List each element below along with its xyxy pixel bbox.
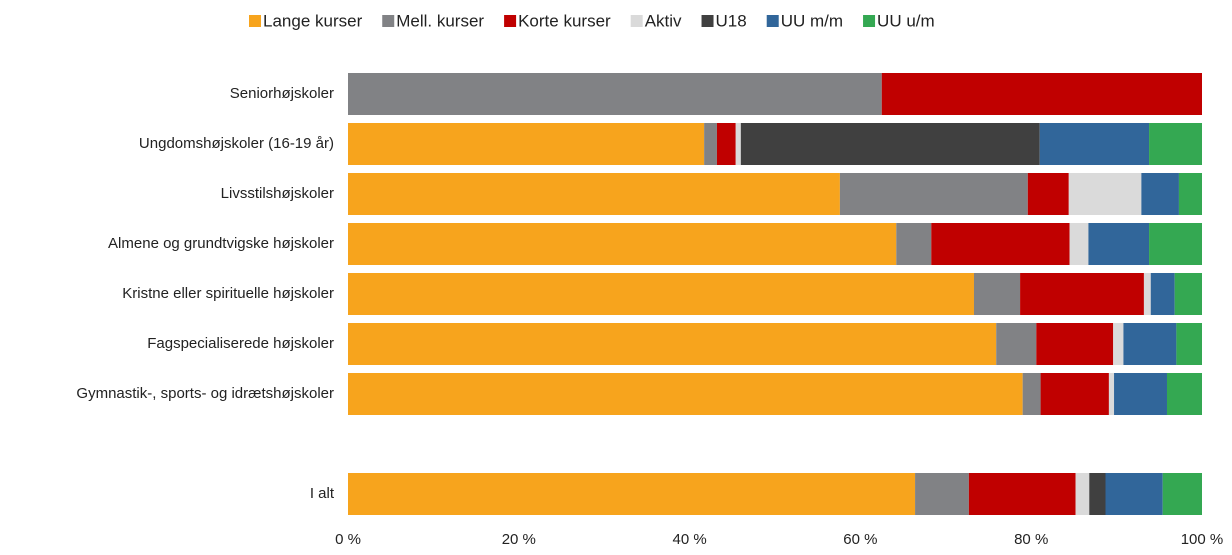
category-label: Almene og grundtvigske højskoler — [108, 235, 334, 252]
legend-label: Lange kurser — [263, 11, 363, 30]
bar-segment — [1149, 123, 1202, 165]
bar-segment — [973, 273, 1021, 315]
bar-segment — [881, 73, 1202, 115]
category-label: Gymnastik-, sports- og idrætshøjskoler — [76, 385, 334, 402]
legend-label: Aktiv — [645, 11, 682, 30]
x-tick-label: 20 % — [502, 531, 536, 548]
legend-label: Korte kurser — [518, 11, 611, 30]
legend-swatch — [382, 15, 395, 27]
x-tick-label: 60 % — [843, 531, 877, 548]
category-label: Seniorhøjskoler — [230, 85, 334, 102]
x-tick-label: 40 % — [672, 531, 706, 548]
bar-segment — [716, 123, 736, 165]
bar-segment — [1141, 173, 1179, 215]
bar-segment — [1176, 323, 1202, 365]
x-tick-label: 100 % — [1181, 531, 1224, 548]
legend-swatch — [766, 15, 779, 27]
legend-label: UU u/m — [877, 11, 935, 30]
bar-segment — [1143, 273, 1151, 315]
bar-segment — [1036, 323, 1114, 365]
bar-segment — [735, 123, 741, 165]
bar-segment — [1108, 373, 1115, 415]
bar-segment — [1088, 223, 1150, 265]
bar-segment — [1039, 123, 1150, 165]
bar-segment — [348, 123, 705, 165]
category-label: Kristne eller spirituelle højskoler — [122, 285, 334, 302]
legend-swatch — [630, 15, 643, 27]
category-label: Fagspecialiserede højskoler — [147, 335, 334, 352]
category-label: Livsstilshøjskoler — [221, 185, 334, 202]
bar-segment — [348, 73, 882, 115]
category-label: I alt — [310, 485, 335, 502]
bar-segment — [1114, 373, 1167, 415]
bar-segment — [896, 223, 932, 265]
legend-label: Mell. kurser — [396, 11, 484, 30]
bar-segment — [1113, 323, 1124, 365]
legend: Lange kurser Mell. kurser Korte kurser Akti… — [249, 11, 935, 30]
bar-segment — [348, 323, 997, 365]
bar-segment — [1020, 273, 1144, 315]
legend-swatch — [863, 15, 876, 27]
bar-segment — [1149, 223, 1202, 265]
legend-swatch — [249, 15, 261, 27]
x-tick-label: 80 % — [1014, 531, 1048, 548]
category-label: Ungdomshøjskoler (16-19 år) — [139, 135, 334, 152]
bar-segment — [1166, 373, 1202, 415]
bar-segment — [931, 223, 1070, 265]
bar-segment — [1022, 373, 1041, 415]
bar-segment — [1089, 473, 1106, 515]
bar-segment — [968, 473, 1076, 515]
bar-segment — [740, 123, 1040, 165]
bar-segment — [348, 223, 897, 265]
legend-swatch — [504, 15, 517, 27]
bar-segment — [1075, 473, 1090, 515]
legend-swatch — [701, 15, 714, 27]
bar-segment — [1174, 273, 1202, 315]
bar-segment — [1150, 273, 1175, 315]
bar-segment — [1105, 473, 1163, 515]
bar-segment — [839, 173, 1028, 215]
legend-label: U18 — [716, 11, 747, 30]
bar-segment — [996, 323, 1037, 365]
bar-segment — [1027, 173, 1069, 215]
bar-segment — [348, 173, 840, 215]
bar-segment — [1178, 173, 1202, 215]
x-tick-label: 0 % — [335, 531, 361, 548]
legend-label: UU m/m — [781, 11, 843, 30]
bar-segment — [1040, 373, 1109, 415]
bar-segment — [704, 123, 717, 165]
bar-segment — [1069, 223, 1089, 265]
bar-segment — [348, 473, 916, 515]
bar-segment — [915, 473, 969, 515]
bar-segment — [1123, 323, 1177, 365]
bar-segment — [1162, 473, 1202, 515]
bar-segment — [1068, 173, 1142, 215]
bar-segment — [348, 273, 974, 315]
bar-segment — [348, 373, 1023, 415]
